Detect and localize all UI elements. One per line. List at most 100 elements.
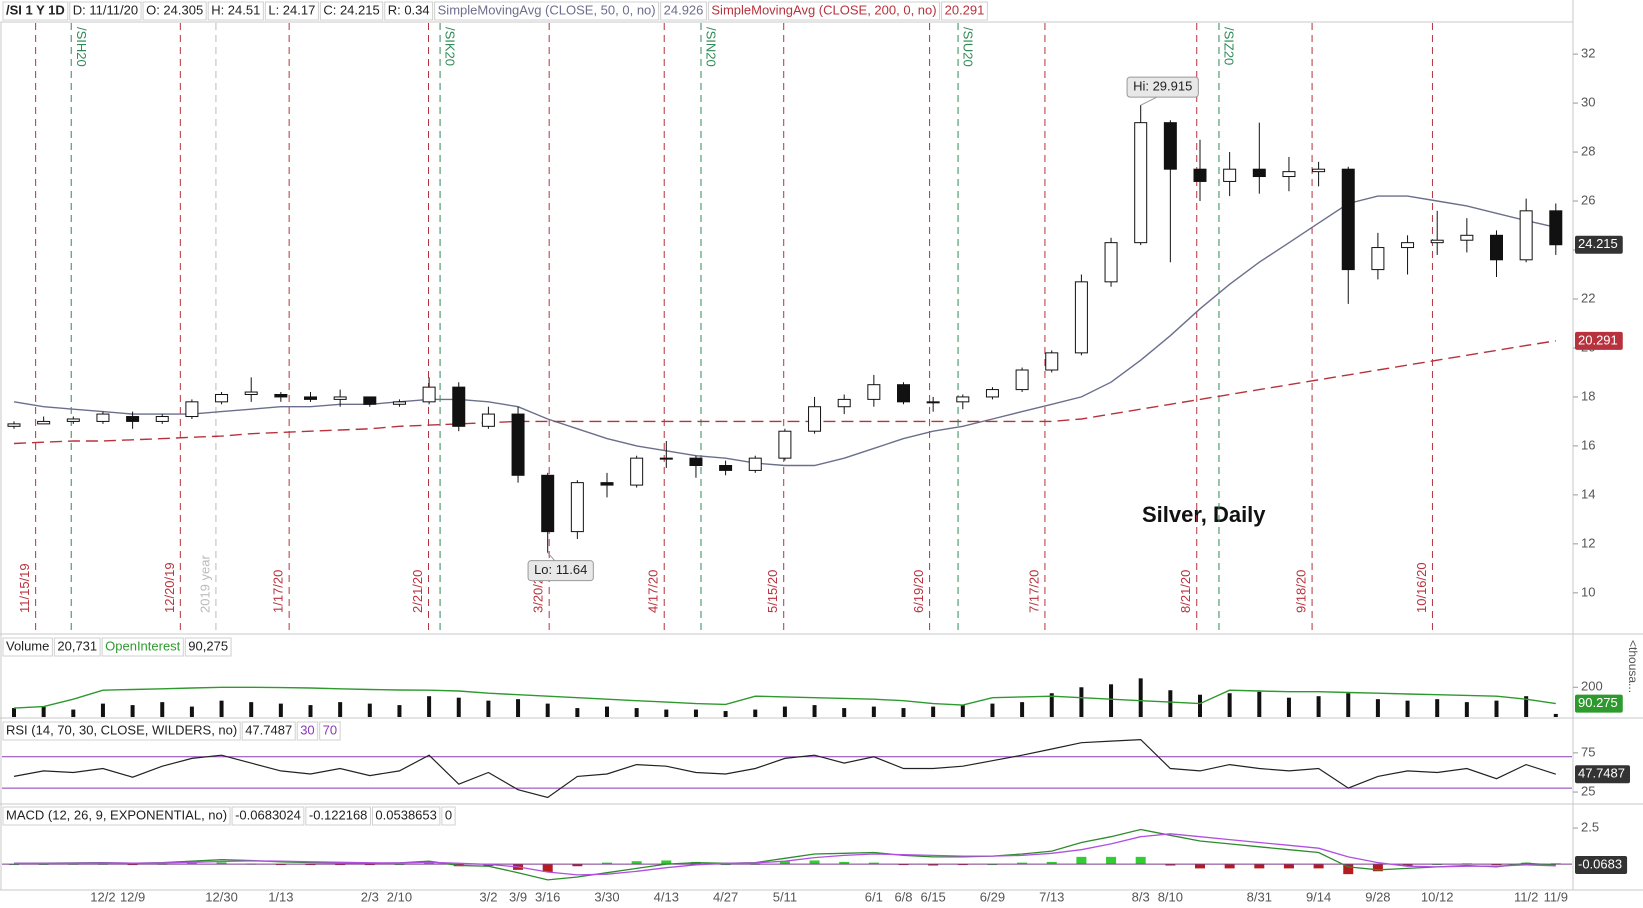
value-badge-text: 47.7487 — [1578, 766, 1625, 781]
volume-bar — [516, 699, 521, 717]
candle-body — [689, 457, 703, 467]
histogram-bar — [216, 862, 227, 865]
header-box — [660, 1, 707, 21]
expiration-line-label: /SIN20 — [704, 27, 719, 67]
histogram-bar — [631, 861, 642, 865]
histogram-bar — [809, 860, 820, 865]
header-box — [296, 721, 319, 741]
volume-bar — [575, 708, 580, 717]
header-box — [207, 1, 264, 21]
candle-body — [1015, 369, 1029, 391]
y-tick-label: 32 — [1581, 46, 1595, 61]
volume-bar — [486, 700, 491, 717]
candle-body — [1163, 122, 1177, 170]
low-callout-box — [527, 560, 594, 582]
x-tick-label: 6/8 — [894, 889, 912, 904]
rsi-line — [13, 738, 1556, 799]
y-tick-label: 200 — [1581, 679, 1603, 694]
histogram-bar — [1402, 864, 1413, 867]
candle-body — [155, 416, 169, 422]
volume-bar — [693, 709, 698, 717]
x-tick-label: 8/10 — [1158, 889, 1183, 904]
volume-bar — [931, 706, 936, 717]
histogram-bar — [928, 864, 939, 866]
histogram-bar — [1283, 864, 1294, 869]
volume-bar — [1079, 687, 1084, 717]
volume-bar — [605, 706, 609, 717]
histogram-bar — [1135, 856, 1146, 865]
header-box — [941, 1, 988, 21]
volume-bar — [1464, 702, 1469, 717]
monthly-line-label: 12/20/19 — [162, 562, 177, 613]
expiration-line-label: /SIZ20 — [1222, 27, 1237, 65]
x-tick-label: 9/28 — [1365, 889, 1390, 904]
volume-bar — [1049, 693, 1054, 717]
header-item: H: 24.51 — [211, 2, 260, 17]
candle-body — [541, 474, 555, 533]
candle-body — [867, 384, 881, 400]
volume-bar — [723, 711, 728, 717]
candle-body — [897, 384, 910, 403]
header-box — [319, 1, 384, 21]
candle-body — [215, 393, 229, 403]
volume-bar — [249, 702, 254, 717]
header-box — [707, 1, 941, 21]
header-box — [2, 637, 53, 657]
header-item: D: 11/11/20 — [73, 2, 138, 17]
candle-body — [837, 398, 851, 408]
histogram-bar — [1046, 861, 1057, 865]
histogram-bar — [424, 862, 435, 865]
candle-body — [304, 396, 317, 400]
volume-bar — [1553, 713, 1558, 717]
monthly-line-label: 5/15/20 — [765, 570, 780, 613]
x-tick-label: 9/14 — [1306, 889, 1331, 904]
y-tick-label: 12 — [1581, 535, 1595, 550]
volume-bar — [219, 700, 224, 717]
monthly-line-label: 6/19/20 — [911, 570, 926, 613]
candle-body — [956, 396, 970, 403]
x-tick-label: 6/15 — [920, 889, 945, 904]
candle-body — [1430, 239, 1444, 244]
value-badge — [1575, 694, 1623, 713]
candle-body — [926, 401, 940, 404]
y-tick-label: 14 — [1581, 486, 1595, 501]
volume-bar — [397, 705, 402, 717]
candle-body — [1045, 352, 1059, 371]
header-box — [2, 721, 241, 741]
monthly-line-label: 7/17/20 — [1026, 570, 1041, 613]
header-box — [2, 1, 69, 21]
header-box — [305, 806, 371, 826]
candle-body — [1134, 122, 1148, 244]
y-tick-label: 28 — [1581, 143, 1595, 158]
header-item: L: 24.17 — [268, 2, 315, 17]
histogram-bar — [1017, 862, 1028, 865]
candle-body — [570, 482, 584, 533]
x-tick-label: 3/2 — [479, 889, 497, 904]
x-tick-label: 6/1 — [865, 889, 883, 904]
header-box — [241, 721, 296, 741]
candle-body — [1193, 168, 1207, 182]
y-tick-label: 10 — [1581, 584, 1595, 599]
histogram-bar — [661, 860, 672, 865]
high-callout-pointer — [1140, 96, 1157, 106]
histogram-bar — [602, 862, 612, 865]
volume-bar — [901, 708, 906, 717]
value-badge — [1575, 331, 1623, 350]
volume-bar — [1257, 691, 1262, 717]
x-tick-label: 3/9 — [509, 889, 527, 904]
header-box — [441, 806, 456, 826]
volume-bar — [1198, 694, 1202, 717]
header-item: MACD (12, 26, 9, EXPONENTIAL, no) — [6, 807, 227, 822]
candle-body — [185, 401, 199, 418]
volume-bar — [278, 703, 283, 717]
header-item: Volume — [6, 638, 49, 653]
monthly-line-label: 2/21/20 — [410, 570, 425, 613]
volume-bar — [1375, 699, 1380, 717]
candle-body — [37, 420, 51, 425]
volume-bar — [71, 709, 76, 717]
header-box — [319, 721, 341, 741]
header-item: C: 24.215 — [323, 2, 379, 17]
candle-body — [126, 416, 140, 422]
volume-bar — [100, 703, 105, 717]
header-item: 70 — [323, 722, 337, 737]
